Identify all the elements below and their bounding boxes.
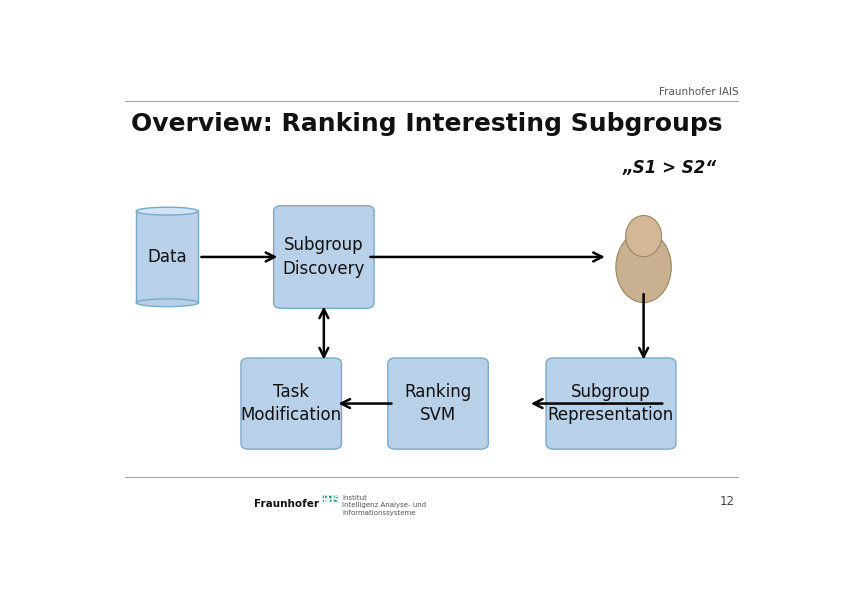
Bar: [333, 495, 338, 498]
Text: Institut
Intelligenz Analyse- und
Informationssysteme: Institut Intelligenz Analyse- und Inform…: [342, 495, 426, 516]
Bar: [322, 495, 327, 498]
Text: IAIS: IAIS: [322, 496, 338, 505]
Bar: [333, 499, 338, 502]
Text: Overview: Ranking Interesting Subgroups: Overview: Ranking Interesting Subgroups: [131, 112, 722, 136]
Ellipse shape: [136, 299, 198, 306]
FancyBboxPatch shape: [274, 206, 374, 308]
Text: Ranking
SVM: Ranking SVM: [404, 383, 472, 424]
Bar: [136, 211, 198, 303]
Text: Data: Data: [147, 248, 187, 266]
Text: Subgroup
Representation: Subgroup Representation: [548, 383, 674, 424]
Ellipse shape: [616, 231, 671, 302]
Bar: [322, 499, 327, 502]
FancyBboxPatch shape: [388, 358, 488, 449]
FancyBboxPatch shape: [241, 358, 342, 449]
Text: Subgroup
Discovery: Subgroup Discovery: [283, 236, 365, 278]
Text: Fraunhofer IAIS: Fraunhofer IAIS: [658, 87, 738, 96]
Text: 12: 12: [720, 494, 735, 508]
Bar: [328, 495, 333, 498]
Text: Task
Modification: Task Modification: [241, 383, 342, 424]
Text: Fraunhofer: Fraunhofer: [253, 499, 319, 509]
FancyBboxPatch shape: [546, 358, 676, 449]
Ellipse shape: [136, 207, 198, 215]
Bar: [328, 499, 333, 502]
Ellipse shape: [626, 215, 662, 256]
Text: „S1 > S2“: „S1 > S2“: [622, 159, 717, 177]
